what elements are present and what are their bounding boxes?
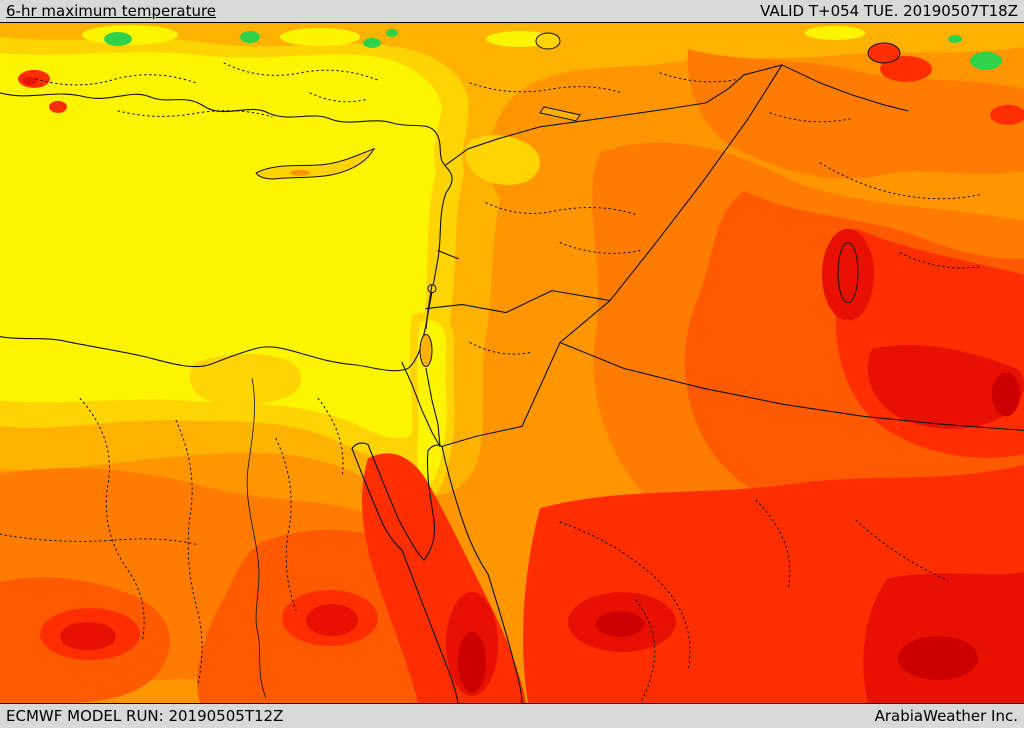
country-borders [401, 64, 1024, 447]
red-sea-coastline [351, 442, 523, 703]
dead-sea [419, 334, 433, 367]
nile-river [246, 378, 267, 699]
mediterranean-coastline [0, 92, 453, 372]
jordan-iraq-border [559, 300, 611, 344]
valid-time-label: VALID T+054 TUE. 20190507T18Z [760, 1, 1018, 20]
syria-jordan-border [425, 290, 611, 314]
temperature-map-svg [0, 23, 1024, 703]
lake-assad [539, 106, 581, 122]
jordan-saudi-border [441, 341, 561, 447]
turkey-syria-border [445, 64, 909, 166]
lake-tharthar [837, 242, 859, 304]
cyprus-island [255, 147, 376, 180]
header-bar: 6-hr maximum temperature VALID T+054 TUE… [0, 0, 1024, 23]
weather-map [0, 23, 1024, 703]
lake-tuz [535, 32, 561, 50]
model-run-label: ECMWF MODEL RUN: 20190505T12Z [6, 706, 284, 725]
egypt-israel-border [401, 361, 441, 447]
brand-label: ArabiaWeather Inc. [874, 706, 1018, 725]
footer-bar: ECMWF MODEL RUN: 20190505T12Z ArabiaWeat… [0, 703, 1024, 728]
map-title: 6-hr maximum temperature [6, 1, 217, 20]
northwest-hot-spots [18, 69, 67, 113]
lebanon-border [437, 250, 459, 260]
temperature-contours [0, 23, 1024, 703]
iraq-saudi-border [559, 341, 1024, 431]
coastlines [0, 32, 901, 703]
admin-boundaries-dotted [0, 62, 981, 703]
cool-green-patches [104, 28, 1002, 70]
syria-iraq-border [609, 64, 783, 302]
israel-jordan-border [425, 284, 441, 447]
lake-van [867, 42, 901, 64]
